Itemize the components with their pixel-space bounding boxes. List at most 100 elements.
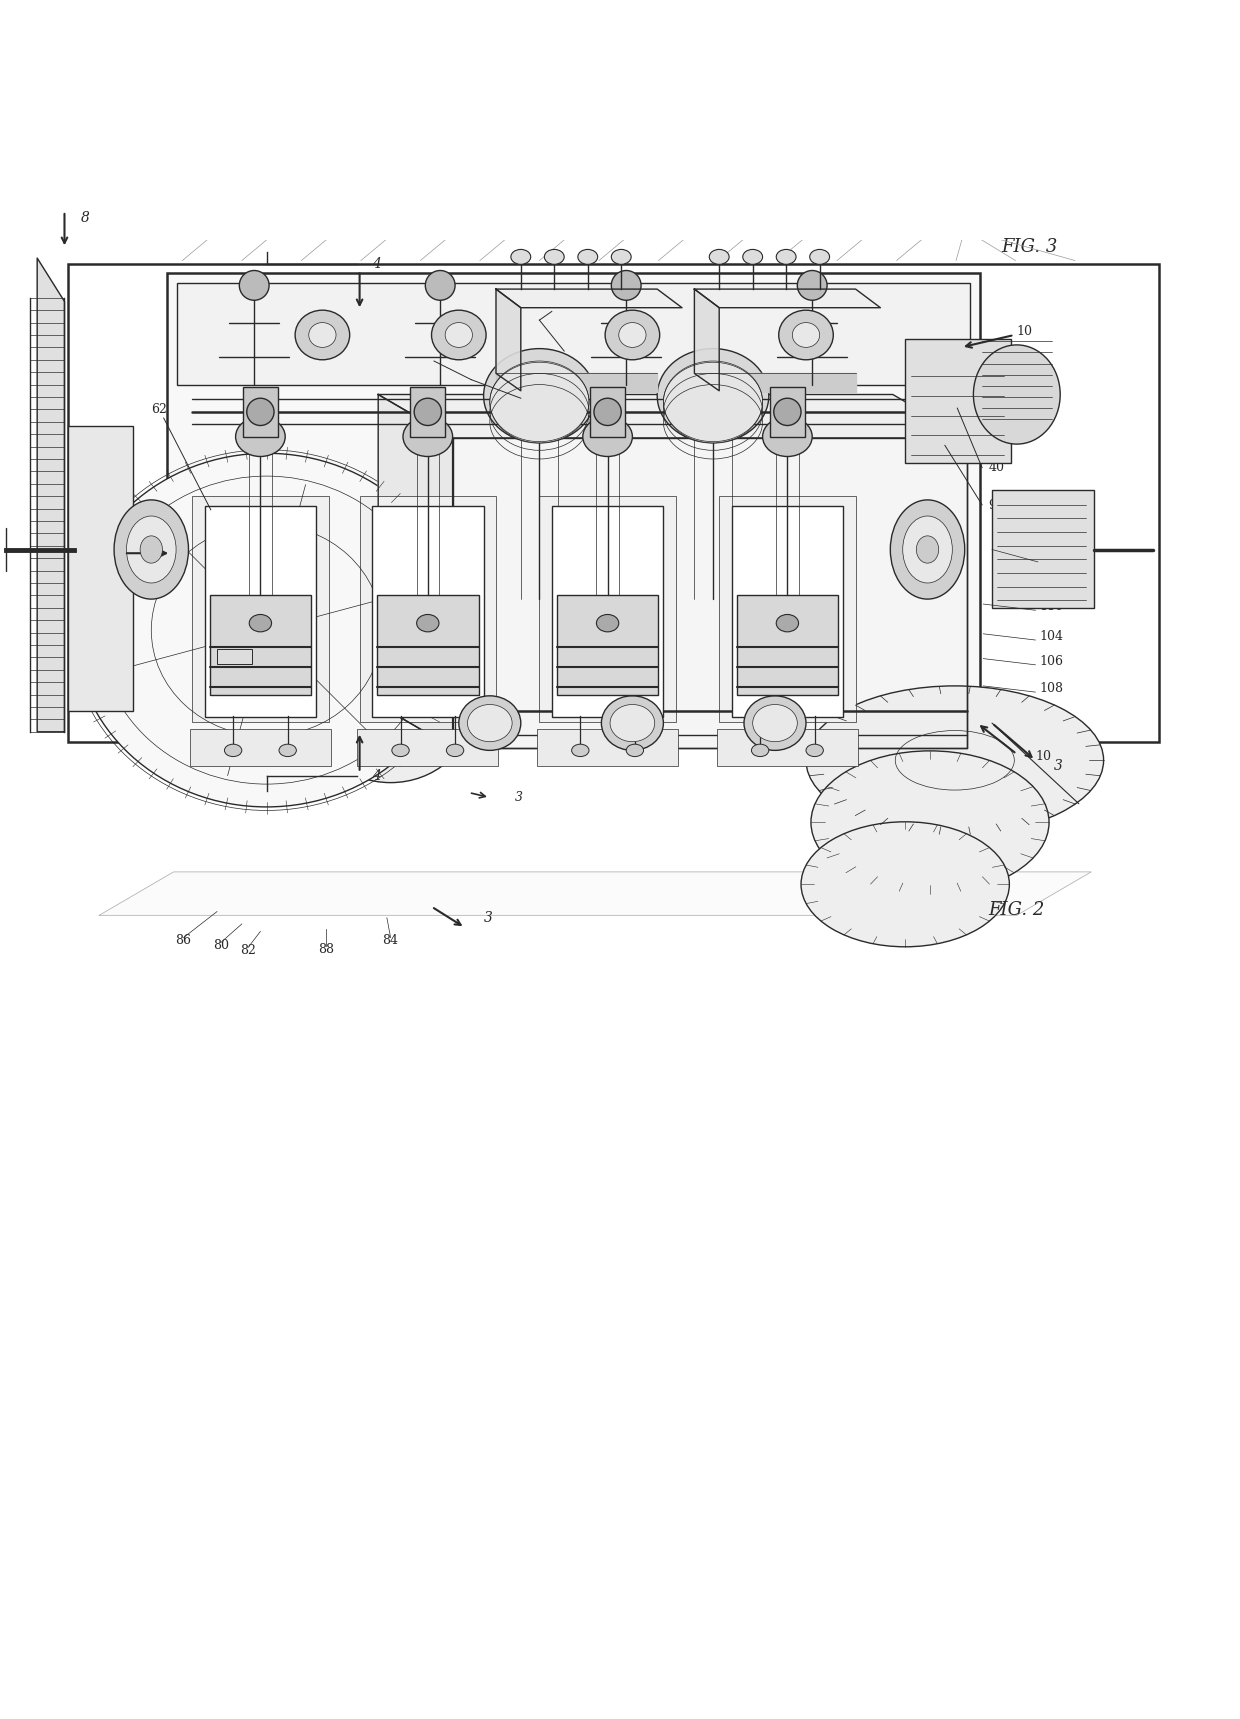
Bar: [217, 648, 252, 664]
Text: 8: 8: [81, 211, 89, 225]
Bar: [732, 505, 843, 717]
Bar: [167, 273, 980, 732]
Ellipse shape: [140, 536, 162, 564]
Text: 84: 84: [383, 933, 398, 947]
Ellipse shape: [611, 270, 641, 301]
Ellipse shape: [74, 454, 459, 806]
Text: 4: 4: [372, 258, 381, 272]
Ellipse shape: [467, 705, 512, 741]
Bar: [372, 505, 484, 717]
Bar: [192, 497, 329, 722]
Bar: [539, 497, 676, 722]
Ellipse shape: [810, 249, 830, 265]
Bar: [243, 387, 278, 437]
Text: 62: 62: [151, 402, 166, 416]
Ellipse shape: [776, 249, 796, 265]
Text: 88: 88: [319, 942, 334, 956]
Ellipse shape: [751, 744, 769, 756]
Ellipse shape: [446, 744, 464, 756]
Bar: [360, 497, 496, 722]
Text: 104: 104: [1039, 631, 1063, 643]
Polygon shape: [37, 258, 64, 732]
Ellipse shape: [610, 705, 655, 741]
Bar: [552, 505, 663, 717]
Bar: [557, 595, 658, 694]
Bar: [357, 729, 498, 767]
Ellipse shape: [890, 500, 965, 600]
Ellipse shape: [903, 516, 952, 583]
Ellipse shape: [774, 399, 801, 426]
Ellipse shape: [425, 270, 455, 301]
Polygon shape: [453, 438, 967, 748]
Ellipse shape: [744, 696, 806, 751]
Ellipse shape: [797, 270, 827, 301]
Ellipse shape: [916, 536, 939, 564]
Ellipse shape: [594, 399, 621, 426]
Ellipse shape: [309, 323, 336, 347]
Ellipse shape: [432, 309, 486, 359]
Ellipse shape: [605, 309, 660, 359]
Ellipse shape: [743, 249, 763, 265]
Bar: [68, 265, 1159, 741]
Ellipse shape: [583, 416, 632, 457]
Ellipse shape: [392, 744, 409, 756]
Text: 40: 40: [988, 461, 1004, 474]
Ellipse shape: [811, 751, 1049, 894]
Ellipse shape: [126, 516, 176, 583]
Ellipse shape: [776, 614, 799, 633]
Ellipse shape: [544, 249, 564, 265]
Bar: [905, 339, 1011, 462]
Bar: [992, 490, 1094, 609]
Ellipse shape: [484, 349, 595, 444]
Ellipse shape: [310, 639, 471, 782]
Ellipse shape: [295, 309, 350, 359]
Ellipse shape: [238, 603, 295, 657]
Bar: [717, 729, 858, 767]
Text: 3: 3: [1054, 760, 1063, 774]
Text: 108: 108: [1039, 682, 1063, 694]
Bar: [177, 284, 970, 385]
Ellipse shape: [459, 696, 521, 751]
Polygon shape: [378, 394, 453, 748]
Ellipse shape: [626, 744, 644, 756]
Text: 4: 4: [372, 770, 381, 784]
Ellipse shape: [657, 349, 769, 444]
Polygon shape: [694, 289, 719, 390]
Bar: [410, 387, 445, 437]
Bar: [770, 387, 805, 437]
Text: FIG. 2: FIG. 2: [988, 901, 1045, 920]
Polygon shape: [694, 289, 880, 308]
Ellipse shape: [596, 614, 619, 633]
Ellipse shape: [792, 323, 820, 347]
Text: 3: 3: [484, 911, 492, 925]
Ellipse shape: [663, 361, 763, 444]
Text: 8: 8: [139, 564, 149, 578]
Ellipse shape: [801, 822, 1009, 947]
Text: 80: 80: [213, 939, 228, 952]
Text: 60: 60: [424, 347, 439, 361]
Ellipse shape: [445, 323, 472, 347]
Ellipse shape: [973, 346, 1060, 444]
Ellipse shape: [247, 399, 274, 426]
Ellipse shape: [279, 744, 296, 756]
Polygon shape: [496, 289, 682, 308]
Bar: [590, 387, 625, 437]
Ellipse shape: [619, 323, 646, 347]
Ellipse shape: [611, 249, 631, 265]
Text: 90: 90: [988, 499, 1004, 512]
Text: FIG. 3: FIG. 3: [1001, 237, 1058, 256]
Ellipse shape: [310, 540, 471, 684]
Polygon shape: [378, 394, 967, 438]
Polygon shape: [496, 289, 521, 390]
Ellipse shape: [224, 744, 242, 756]
Polygon shape: [496, 373, 657, 392]
Ellipse shape: [806, 744, 823, 756]
Text: 58: 58: [544, 296, 559, 309]
Text: 86: 86: [176, 933, 191, 947]
Polygon shape: [694, 289, 880, 308]
Text: 10: 10: [1017, 325, 1033, 339]
Bar: [737, 595, 838, 694]
Bar: [719, 497, 856, 722]
Text: 110: 110: [1039, 600, 1063, 614]
Polygon shape: [694, 373, 856, 392]
